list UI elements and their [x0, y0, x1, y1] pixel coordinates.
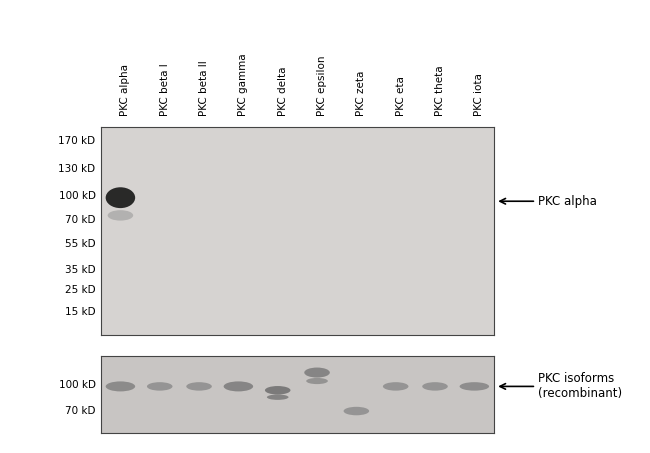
Ellipse shape [422, 382, 448, 390]
Text: 15 kD: 15 kD [65, 307, 96, 317]
Ellipse shape [304, 367, 330, 377]
Ellipse shape [460, 382, 489, 390]
Text: 100 kD: 100 kD [58, 191, 96, 201]
Ellipse shape [383, 382, 408, 390]
Text: 70 kD: 70 kD [65, 406, 96, 416]
Text: PKC alpha: PKC alpha [120, 63, 131, 116]
Ellipse shape [147, 382, 172, 390]
Text: PKC beta I: PKC beta I [160, 63, 170, 116]
Text: PKC theta: PKC theta [435, 65, 445, 116]
Ellipse shape [265, 386, 291, 395]
Ellipse shape [106, 187, 135, 208]
Text: PKC zeta: PKC zeta [356, 70, 367, 116]
Text: 55 kD: 55 kD [65, 239, 96, 249]
Text: 130 kD: 130 kD [58, 164, 96, 173]
Text: 70 kD: 70 kD [65, 215, 96, 225]
Text: 170 kD: 170 kD [58, 136, 96, 146]
Text: 100 kD: 100 kD [58, 380, 96, 390]
Text: PKC epsilon: PKC epsilon [317, 55, 327, 116]
Ellipse shape [187, 382, 212, 390]
Text: PKC iota: PKC iota [474, 72, 484, 116]
Text: 25 kD: 25 kD [65, 285, 96, 295]
Ellipse shape [306, 378, 328, 384]
Text: PKC eta: PKC eta [396, 76, 406, 116]
Text: PKC alpha: PKC alpha [538, 195, 597, 208]
Ellipse shape [344, 407, 369, 415]
Text: PKC delta: PKC delta [278, 66, 288, 116]
Text: PKC gamma: PKC gamma [239, 53, 248, 116]
Ellipse shape [267, 395, 289, 400]
Text: PKC isoforms
(recombinant): PKC isoforms (recombinant) [538, 372, 622, 400]
Ellipse shape [106, 381, 135, 391]
Text: PKC beta II: PKC beta II [199, 60, 209, 116]
Text: 35 kD: 35 kD [65, 265, 96, 275]
Ellipse shape [108, 210, 133, 221]
Ellipse shape [224, 381, 253, 391]
